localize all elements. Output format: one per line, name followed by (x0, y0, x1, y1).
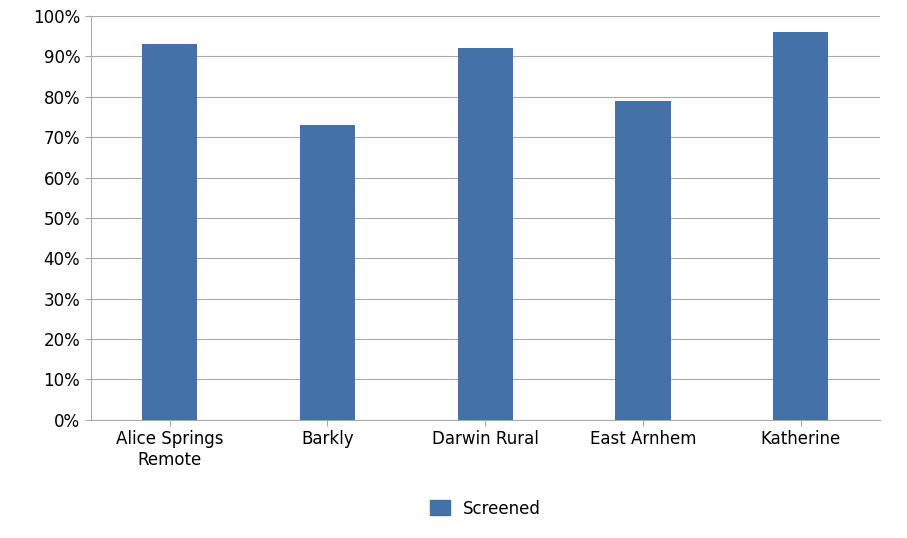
Bar (300, 125, 355, 420)
Legend: Screened: Screened (423, 493, 548, 525)
Bar (142, 45, 197, 420)
Bar (616, 101, 670, 420)
Bar (458, 48, 512, 420)
Bar (774, 32, 828, 420)
